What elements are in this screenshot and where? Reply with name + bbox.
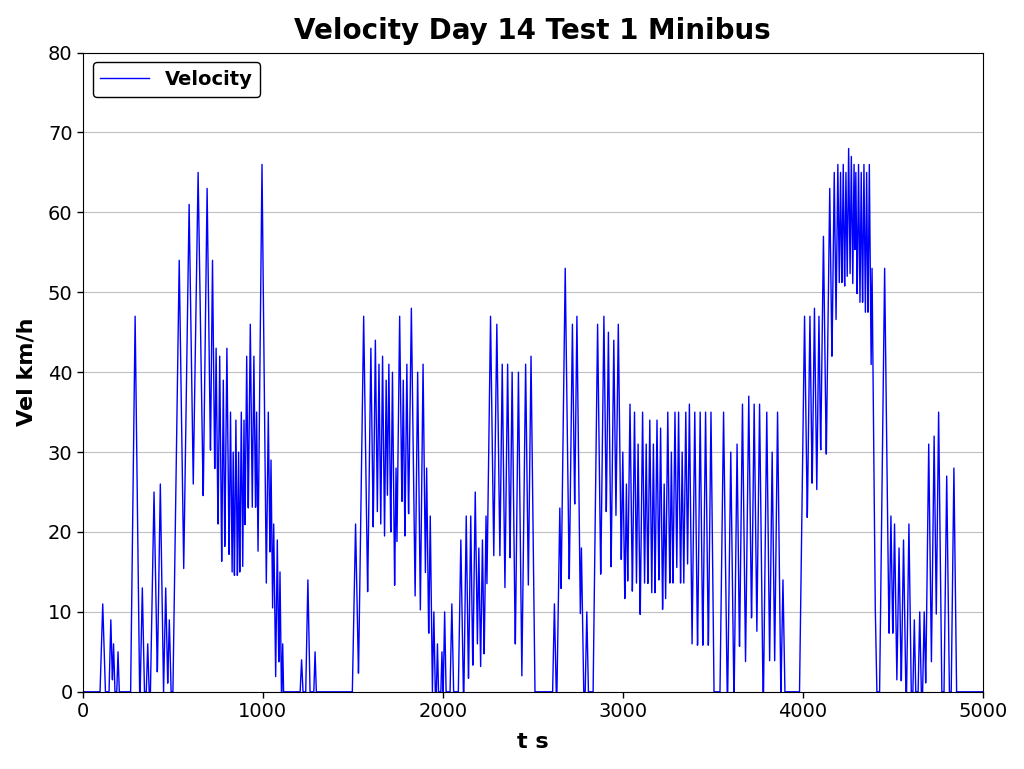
Velocity (843, 144, 855, 153)
Velocity (77, 687, 89, 697)
Legend: Velocity: Velocity (92, 62, 260, 97)
Velocity (918, 625, 930, 634)
Velocity (699, 454, 712, 464)
Velocity (253, 441, 265, 451)
Line: Velocity: Velocity (83, 148, 983, 692)
Velocity (511, 464, 523, 473)
Velocity (977, 687, 989, 697)
X-axis label: t s: t s (517, 732, 549, 752)
Y-axis label: Vel km/h: Vel km/h (16, 318, 37, 427)
Velocity (911, 687, 924, 697)
Title: Velocity Day 14 Test 1 Minibus: Velocity Day 14 Test 1 Minibus (295, 17, 771, 45)
Velocity (889, 519, 901, 528)
